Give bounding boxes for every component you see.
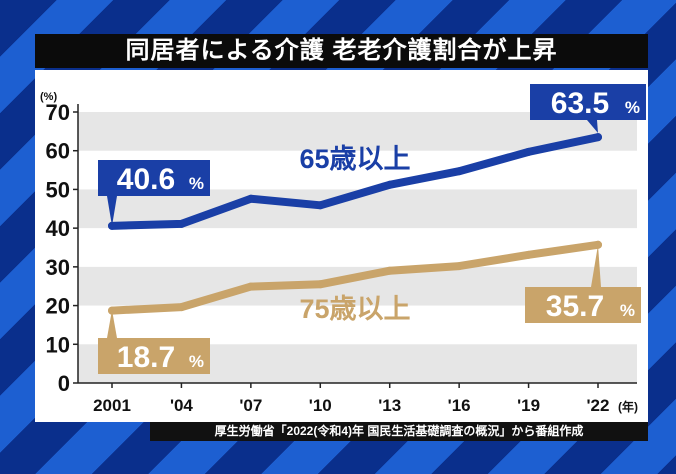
callout-unit: % xyxy=(189,174,204,193)
callout-box xyxy=(530,84,646,120)
callout-pointer xyxy=(591,245,601,287)
data-point xyxy=(455,167,464,176)
callout-value: 35.7 xyxy=(546,290,604,323)
data-point xyxy=(316,280,325,289)
data-point xyxy=(177,303,186,312)
callout-pointer xyxy=(587,120,598,133)
x-tick-label: 2001 xyxy=(93,396,131,415)
y-tick-label: 20 xyxy=(46,294,70,319)
x-tick-label: '04 xyxy=(170,396,193,415)
data-point xyxy=(524,250,533,259)
data-point xyxy=(594,133,602,142)
series-line-75plus xyxy=(108,240,602,315)
data-point xyxy=(524,147,533,156)
series-name-label: 75歳以上 xyxy=(299,294,410,324)
data-point xyxy=(177,219,186,228)
y-tick-label: 40 xyxy=(46,216,70,241)
callout-value: 18.7 xyxy=(117,341,175,374)
y-tick-label: 70 xyxy=(46,100,70,125)
x-tick-label: '22 xyxy=(587,396,610,415)
callout-pointer xyxy=(107,310,117,338)
x-tick-label: '16 xyxy=(448,396,471,415)
callout-unit: % xyxy=(625,98,640,117)
callout-value: 40.6 xyxy=(117,163,175,196)
y-tick-label: 60 xyxy=(46,139,70,164)
x-tick-label: '19 xyxy=(517,396,540,415)
chart-title: 同居者による介護 老老介護割合が上昇 xyxy=(35,34,648,68)
x-tick-label: '07 xyxy=(239,396,262,415)
data-point xyxy=(316,201,325,210)
callout-box xyxy=(98,160,210,196)
data-point xyxy=(594,240,602,249)
source-caption: 厚生労働省「2022(令和4)年 国民生活基礎調査の概況」から番組作成 xyxy=(150,422,648,441)
callout-box xyxy=(525,287,641,323)
x-tick-label: '10 xyxy=(309,396,332,415)
callout-unit: % xyxy=(620,301,635,320)
y-tick-label: 50 xyxy=(46,177,70,202)
x-tick-label: '13 xyxy=(378,396,401,415)
y-tick-label: 10 xyxy=(46,332,70,357)
data-point xyxy=(246,282,255,291)
data-point xyxy=(246,194,255,203)
callout-unit: % xyxy=(189,352,204,371)
callout-pointer xyxy=(107,196,117,226)
data-point xyxy=(385,180,394,189)
data-point xyxy=(385,266,394,275)
y-axis-unit: (%) xyxy=(40,91,57,103)
x-axis-unit: (年) xyxy=(618,399,638,414)
y-tick-label: 0 xyxy=(58,371,70,396)
callout-value: 63.5 xyxy=(551,87,609,120)
series-name-label: 65歳以上 xyxy=(299,144,410,174)
data-point xyxy=(455,262,464,271)
series-line-65plus xyxy=(108,133,602,230)
y-tick-label: 30 xyxy=(46,255,70,280)
callout-box xyxy=(98,338,210,374)
